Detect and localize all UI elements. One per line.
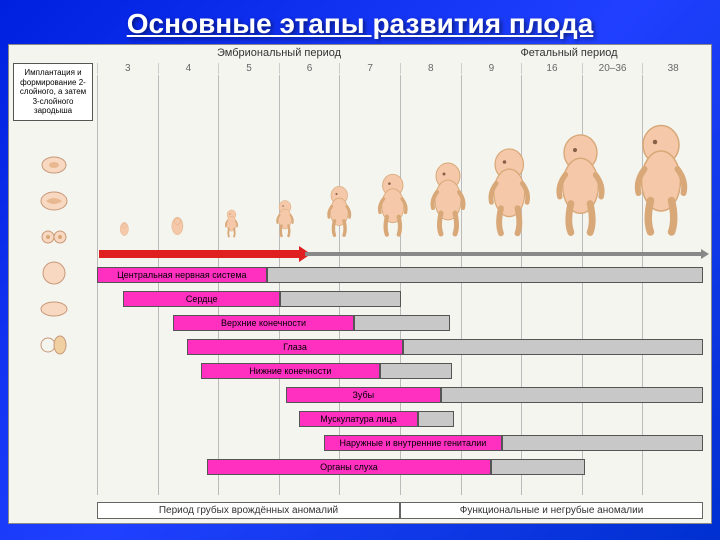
fetus-stage-icon [312,183,366,243]
system-gray-bar [354,315,450,331]
early-embryo-icon [38,185,70,217]
functional-anomalies-label: Функциональные и негрубые аномалии [400,502,703,519]
system-gray-bar [441,387,703,403]
week-header: 34567891620–3638 [97,63,703,74]
system-pink-bar: Нижние конечности [201,363,380,379]
system-row: Глаза [103,339,703,361]
week-label: 38 [642,63,703,74]
fetal-period-label: Фетальный период [509,47,629,59]
week-label: 9 [461,63,522,74]
system-row: Мускулатура лица [109,411,703,433]
chart-area: Эмбриональный период Фетальный период Им… [8,44,712,524]
week-label: 7 [339,63,400,74]
embryo-period-label: Эмбриональный период [189,47,369,59]
fetus-row [97,93,703,243]
week-label: 3 [97,63,158,74]
system-pink-bar: Зубы [286,387,441,403]
fetus-stage-icon [258,198,312,243]
week-label: 4 [158,63,219,74]
system-pink-bar: Верхние конечности [173,315,354,331]
system-gray-bar [280,291,401,307]
system-pink-bar: Сердце [123,291,280,307]
week-label: 5 [218,63,279,74]
fetus-stage-icon [420,158,476,243]
system-gray-bar [403,339,703,355]
system-row: Нижние конечности [105,363,703,385]
late-period-arrow [305,252,701,256]
system-pink-bar: Мускулатура лица [299,411,418,427]
early-embryo-icon [38,293,70,325]
system-row: Органы слуха [113,459,703,481]
arrows-row [99,250,701,260]
early-embryo-icon [38,257,70,289]
fetus-stage-icon [366,170,420,243]
system-gray-bar [418,411,454,427]
critical-period-arrow [99,250,299,258]
fetus-stage-icon [542,128,619,243]
bottom-labels: Период грубых врождённых аномалий Функци… [97,502,703,519]
fetus-stage-icon [205,208,259,243]
system-row: Сердце [99,291,703,313]
system-gray-bar [491,459,585,475]
system-gray-bar [267,267,703,283]
system-row: Наружные и внутренние гениталии [111,435,703,457]
system-gray-bar [502,435,703,451]
early-embryo-icon [38,149,70,181]
system-pink-bar: Центральная нервная система [97,267,267,283]
system-gray-bar [380,363,452,379]
fetus-stage-icon [97,220,151,243]
week-label: 8 [400,63,461,74]
fetus-stage-icon [151,214,205,243]
early-embryo-column [15,145,93,365]
system-pink-bar: Органы слуха [207,459,490,475]
system-row: Зубы [107,387,703,409]
week-label: 16 [521,63,582,74]
system-row: Центральная нервная система [97,267,703,289]
week-label: 6 [279,63,340,74]
page-title: Основные этапы развития плода [0,0,720,44]
implantation-note: Имплантация и формирование 2-слойного, а… [13,63,93,121]
fetus-stage-icon [476,143,543,243]
early-embryo-icon [38,221,70,253]
week-label: 20–36 [582,63,643,74]
early-embryo-icon [38,329,70,361]
system-row: Верхние конечности [101,315,703,337]
system-pink-bar: Глаза [187,339,403,355]
system-pink-bar: Наружные и внутренние гениталии [324,435,502,451]
system-bars-zone: Центральная нервная система Сердце Верхние… [97,267,703,495]
fetus-stage-icon [619,118,703,243]
gross-anomalies-label: Период грубых врождённых аномалий [97,502,400,519]
